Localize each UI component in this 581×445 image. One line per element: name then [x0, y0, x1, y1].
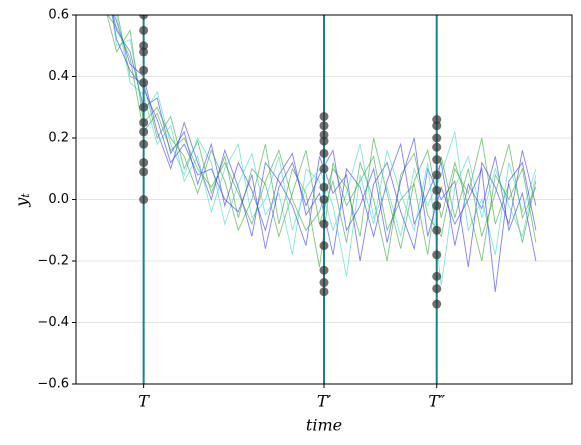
dot	[319, 219, 329, 229]
dot	[319, 241, 329, 251]
y-axis-label-main: y	[12, 197, 31, 208]
y-axis-label-sub: t	[19, 193, 32, 198]
y-tick-label: −0.4	[37, 315, 69, 330]
dot	[432, 115, 442, 125]
dot	[319, 195, 329, 204]
dot	[319, 287, 329, 297]
dot	[432, 133, 442, 143]
dot	[319, 121, 329, 131]
dot	[139, 15, 149, 20]
dot	[432, 225, 442, 235]
x-tick-label: T	[138, 392, 150, 411]
dot	[139, 65, 149, 75]
dot	[432, 271, 442, 281]
dot	[139, 139, 149, 149]
series-line	[113, 15, 537, 268]
dot	[139, 158, 149, 168]
y-tick-label: 0.6	[48, 8, 69, 23]
y-tick-label: −0.2	[37, 254, 69, 269]
dot	[139, 167, 149, 177]
series-line	[107, 15, 537, 262]
dot	[319, 136, 329, 146]
dot	[319, 111, 329, 121]
x-tick-label: T″	[428, 392, 445, 411]
dot	[139, 127, 149, 137]
dot	[319, 265, 329, 275]
plot-area	[76, 15, 572, 384]
y-tick-label: −0.6	[37, 377, 69, 392]
y-tick-label: 0.2	[48, 131, 69, 146]
dot	[319, 130, 329, 140]
series-line	[117, 15, 537, 262]
dot	[139, 41, 149, 51]
dot	[319, 148, 329, 158]
dot	[432, 142, 442, 152]
dot	[139, 195, 149, 204]
dot	[432, 155, 442, 165]
y-tick-label: 0.4	[48, 69, 69, 84]
dot	[432, 185, 442, 195]
x-axis-label: time	[306, 416, 342, 435]
dot	[139, 47, 149, 57]
series-line	[116, 15, 537, 286]
dot	[139, 102, 149, 112]
dot	[319, 278, 329, 288]
dot	[139, 78, 149, 88]
dot	[432, 299, 442, 309]
dot	[139, 118, 149, 128]
dot	[432, 121, 442, 131]
x-tick-label: T′	[317, 392, 332, 411]
dot	[139, 25, 149, 35]
y-axis-label: yt	[12, 193, 33, 208]
dot	[432, 250, 442, 260]
y-tick-label: 0.0	[48, 192, 69, 207]
dot	[319, 182, 329, 192]
dot	[432, 284, 442, 294]
dot	[432, 170, 442, 180]
dot	[432, 201, 442, 211]
dot	[319, 164, 329, 174]
series-line	[111, 15, 537, 292]
